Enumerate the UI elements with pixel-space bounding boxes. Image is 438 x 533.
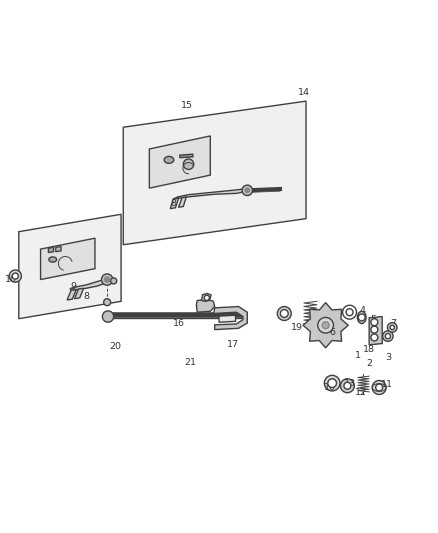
Text: 1: 1: [355, 351, 361, 360]
Text: 10: 10: [5, 275, 17, 284]
Circle shape: [328, 379, 336, 387]
Polygon shape: [196, 300, 215, 312]
Circle shape: [388, 322, 397, 332]
Circle shape: [371, 334, 378, 341]
Circle shape: [102, 274, 113, 285]
Text: 11: 11: [381, 379, 392, 389]
Ellipse shape: [49, 257, 57, 262]
Polygon shape: [219, 315, 236, 322]
Polygon shape: [19, 214, 121, 319]
Circle shape: [372, 381, 386, 394]
Ellipse shape: [164, 156, 174, 163]
Circle shape: [9, 270, 21, 282]
Text: 9: 9: [70, 281, 76, 290]
Circle shape: [344, 382, 351, 389]
Circle shape: [242, 185, 253, 196]
Circle shape: [340, 379, 354, 393]
Circle shape: [371, 326, 378, 333]
Circle shape: [324, 375, 340, 391]
Text: 4: 4: [360, 305, 366, 314]
Circle shape: [318, 318, 333, 333]
Circle shape: [383, 331, 393, 341]
Text: 3: 3: [386, 353, 392, 362]
Polygon shape: [170, 198, 179, 208]
Circle shape: [111, 278, 117, 284]
Polygon shape: [48, 247, 53, 253]
Circle shape: [280, 310, 288, 318]
Text: 7: 7: [390, 319, 396, 328]
Circle shape: [358, 314, 365, 321]
Circle shape: [371, 319, 378, 326]
Circle shape: [277, 306, 291, 320]
Circle shape: [343, 305, 357, 319]
Circle shape: [102, 311, 114, 322]
Circle shape: [12, 273, 18, 279]
Text: 5: 5: [371, 315, 377, 324]
Polygon shape: [214, 306, 247, 329]
Polygon shape: [70, 279, 110, 290]
Text: 6: 6: [329, 328, 335, 337]
Polygon shape: [179, 197, 186, 207]
Ellipse shape: [357, 311, 366, 324]
Circle shape: [245, 188, 250, 192]
Polygon shape: [123, 101, 306, 245]
Circle shape: [184, 159, 194, 169]
Polygon shape: [201, 294, 211, 301]
Text: 8: 8: [170, 199, 177, 208]
Polygon shape: [173, 189, 250, 199]
Text: 17: 17: [227, 341, 239, 349]
Text: 16: 16: [173, 319, 185, 328]
Text: 21: 21: [185, 358, 197, 367]
Circle shape: [105, 277, 110, 282]
Text: 14: 14: [298, 88, 310, 97]
Text: 19: 19: [291, 323, 304, 332]
Polygon shape: [369, 317, 382, 345]
Polygon shape: [56, 246, 61, 252]
Text: 8: 8: [83, 293, 89, 302]
Circle shape: [390, 325, 394, 329]
Polygon shape: [149, 136, 210, 188]
Text: 13: 13: [343, 378, 356, 387]
Text: 10: 10: [324, 383, 336, 392]
Circle shape: [322, 322, 329, 329]
Polygon shape: [67, 289, 76, 300]
Polygon shape: [180, 154, 193, 158]
Text: 12: 12: [354, 388, 367, 397]
Circle shape: [346, 309, 353, 316]
Text: 18: 18: [363, 345, 375, 354]
Circle shape: [104, 298, 111, 305]
Polygon shape: [303, 303, 348, 348]
Text: 2: 2: [366, 359, 372, 368]
Text: 15: 15: [181, 101, 193, 110]
Text: 20: 20: [110, 342, 121, 351]
Circle shape: [204, 295, 209, 301]
Circle shape: [385, 334, 391, 339]
Polygon shape: [41, 238, 95, 279]
Circle shape: [376, 384, 383, 391]
Polygon shape: [74, 288, 84, 298]
